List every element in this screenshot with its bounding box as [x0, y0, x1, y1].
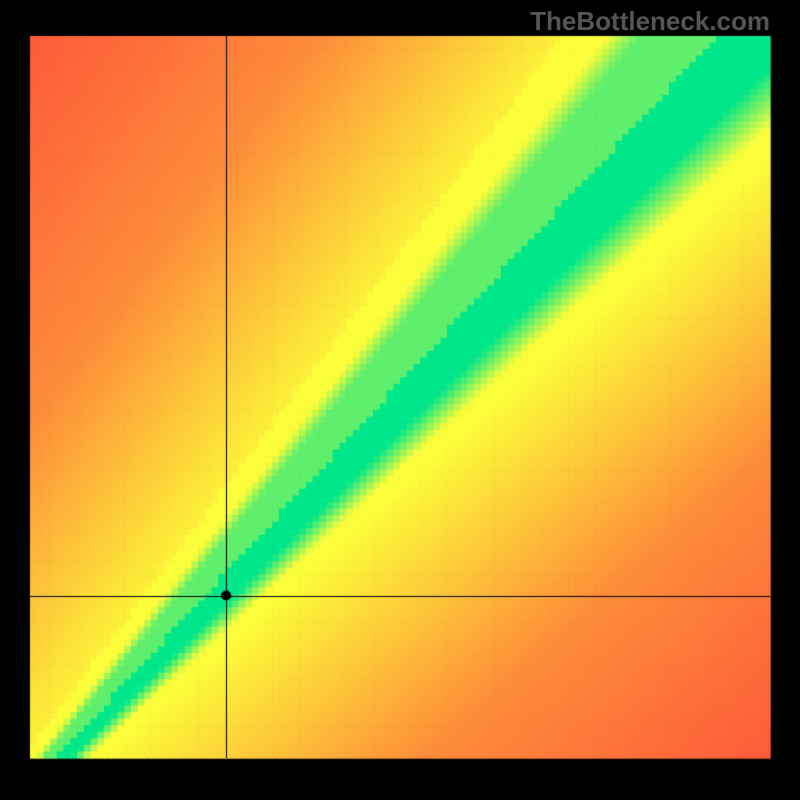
bottleneck-heatmap — [0, 0, 800, 800]
chart-container: TheBottleneck.com — [0, 0, 800, 800]
watermark-text: TheBottleneck.com — [530, 6, 770, 37]
